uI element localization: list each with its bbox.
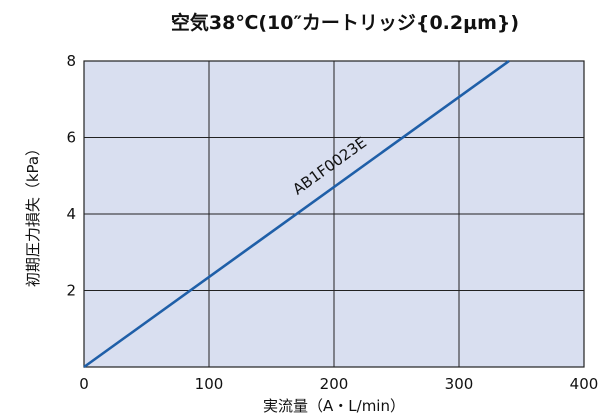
y-tick-label: 2 — [66, 282, 76, 300]
x-axis-label: 実流量（A・L/min） — [263, 397, 405, 415]
y-axis-label: 初期圧力損失（kPa） — [24, 141, 42, 287]
y-tick-label: 8 — [66, 52, 76, 70]
chart-title: 空気38℃(10″カートリッジ{0.2μm}) — [171, 11, 519, 34]
x-tick-label: 400 — [570, 375, 599, 393]
y-tick-label: 6 — [66, 129, 76, 147]
y-tick-labels: 2 4 6 8 — [66, 52, 76, 300]
x-tick-label: 200 — [320, 375, 349, 393]
x-tick-label: 0 — [79, 375, 89, 393]
y-tick-label: 4 — [66, 205, 76, 223]
series-line — [83, 59, 510, 369]
x-tick-label: 100 — [195, 375, 224, 393]
x-tick-label: 300 — [445, 375, 474, 393]
grid — [84, 61, 584, 367]
x-tick-labels: 0 100 200 300 400 — [79, 375, 598, 393]
